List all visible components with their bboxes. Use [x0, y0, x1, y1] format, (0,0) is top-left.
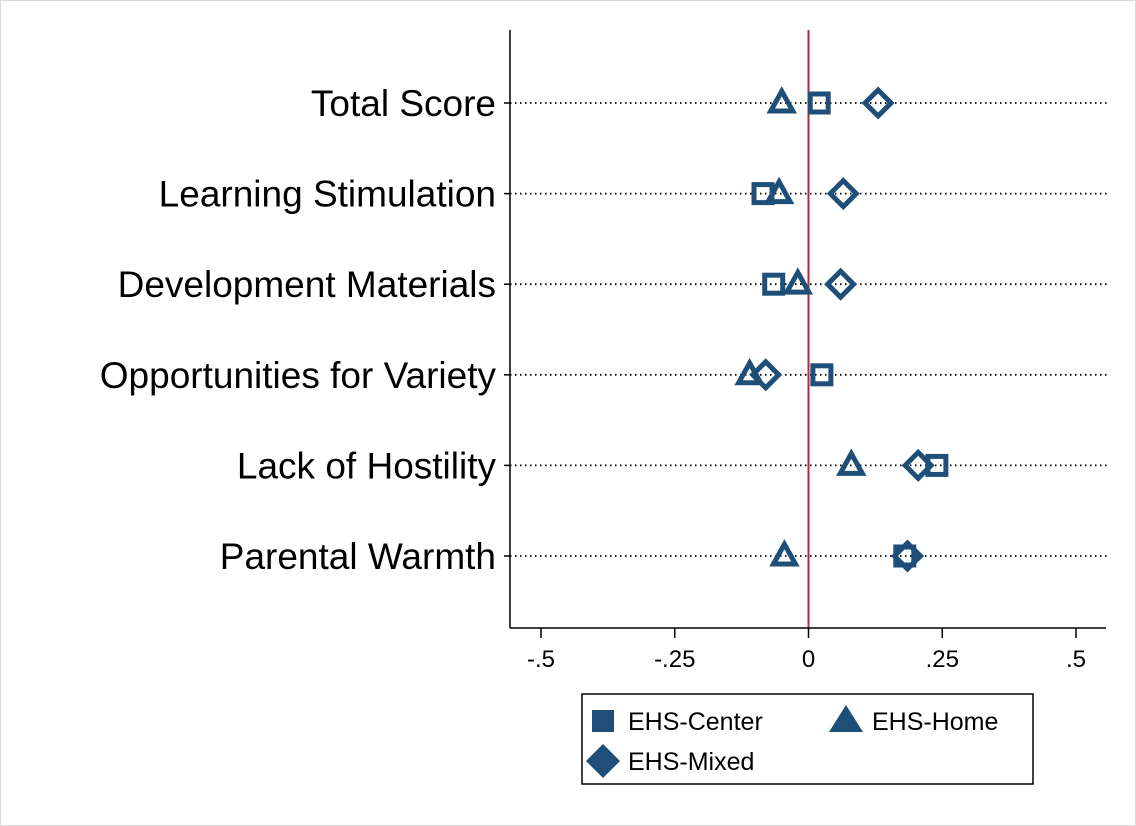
ehs-mixed-marker — [749, 358, 783, 392]
ehs-mixed-marker — [890, 539, 925, 573]
ehs-center-marker — [751, 182, 775, 206]
category-label: Parental Warmth — [220, 536, 496, 577]
ehs-home-marker — [769, 539, 800, 567]
legend-label: EHS-Mixed — [628, 748, 754, 776]
ehs-home-marker — [836, 448, 867, 476]
ehs-home-marker — [782, 267, 814, 295]
ehs-mixed-legend-marker — [586, 744, 620, 778]
ehs-mixed-marker — [901, 448, 935, 482]
x-tick-label: -.5 — [527, 646, 555, 673]
legend-label: EHS-Center — [628, 708, 763, 736]
legend: EHS-Center EHS-Home EHS-Mixed — [581, 693, 1034, 785]
x-tick-label: 0 — [802, 646, 815, 673]
category-label: Development Materials — [118, 264, 496, 305]
x-tick-label: .5 — [1066, 646, 1086, 673]
ehs-mixed-marker — [826, 177, 860, 211]
category-labels: Total Score Learning Stimulation Developme… — [100, 83, 497, 577]
ehs-center-marker — [810, 363, 834, 387]
ehs-center-marker — [762, 272, 786, 296]
legend-box — [581, 693, 1034, 785]
x-tick-label: -.25 — [654, 646, 695, 673]
ehs-mixed-marker — [861, 86, 895, 120]
ehs-center-marker — [807, 91, 831, 115]
x-tick-label: .25 — [926, 646, 959, 673]
category-label: Learning Stimulation — [159, 174, 496, 215]
x-axis-ticks: -.5 -.25 0 .25 .5 — [527, 628, 1086, 673]
legend-label: EHS-Home — [872, 708, 998, 736]
gridlines — [504, 102, 1110, 557]
data-markers — [734, 86, 949, 573]
category-label: Lack of Hostility — [237, 445, 497, 486]
ehs-mixed-marker — [824, 267, 858, 301]
ehs-home-legend-marker — [829, 705, 863, 732]
category-label: Total Score — [311, 83, 496, 124]
ehs-home-marker — [766, 86, 798, 114]
ehs-center-legend-marker — [592, 710, 614, 732]
category-label: Opportunities for Variety — [100, 355, 497, 396]
